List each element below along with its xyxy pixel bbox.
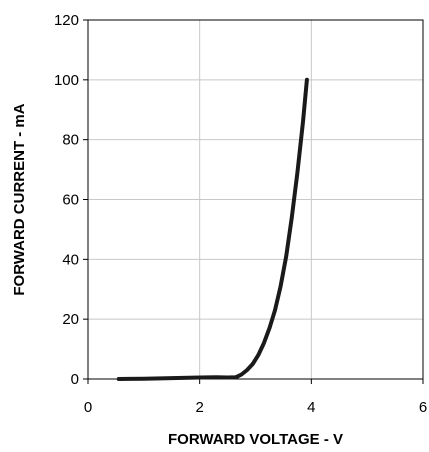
y-tick-label: 40 bbox=[62, 251, 79, 268]
grid-lines bbox=[88, 20, 423, 379]
axis-ticks: 0 20 40 60 80 100 120 0 2 4 6 bbox=[54, 12, 427, 416]
x-tick-label: 6 bbox=[419, 399, 427, 416]
series-layer bbox=[116, 77, 309, 381]
y-tick-label: 120 bbox=[54, 12, 79, 29]
x-tick-label: 4 bbox=[307, 399, 315, 416]
y-tick-label: 60 bbox=[62, 192, 79, 209]
y-tick-label: 100 bbox=[54, 72, 79, 89]
y-tick-label: 20 bbox=[62, 311, 79, 328]
y-axis-title: FORWARD CURRENT - mA bbox=[11, 103, 28, 295]
y-tick-label: 0 bbox=[71, 371, 79, 388]
series-line bbox=[116, 77, 309, 381]
x-tick-label: 2 bbox=[195, 399, 203, 416]
x-axis-title: FORWARD VOLTAGE - V bbox=[168, 431, 343, 448]
x-tick-label: 0 bbox=[84, 399, 92, 416]
y-tick-label: 80 bbox=[62, 132, 79, 149]
